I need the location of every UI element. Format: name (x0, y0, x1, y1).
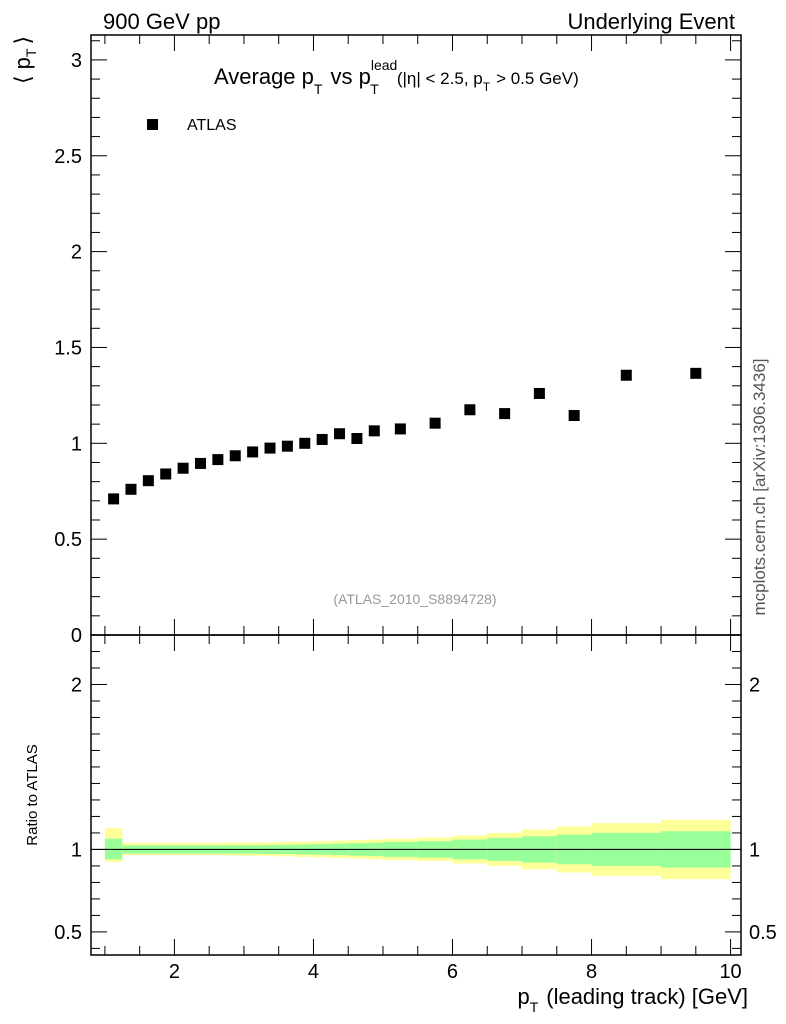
legend-marker (147, 119, 158, 130)
ratio-y-axis-title: Ratio to ATLAS (24, 744, 41, 845)
data-point (281, 440, 293, 452)
data-point (264, 442, 276, 454)
y-tick-label: 3 (71, 50, 82, 72)
x-tick-label: 10 (719, 961, 741, 983)
ratio-y-tick-label: 2 (71, 674, 82, 696)
side-watermark: mcplots.cern.ch [arXiv:1306.3436] (750, 358, 769, 615)
ratio-y-tick-label-right: 0.5 (749, 922, 777, 944)
ratio-y-tick-label-right: 1 (749, 839, 760, 861)
data-points (108, 367, 702, 505)
data-point (247, 446, 259, 458)
ratio-y-tick-label: 0.5 (54, 922, 82, 944)
svg-text:⟨ pT⟩: ⟨ pT⟩ (10, 36, 39, 84)
y-tick-label: 2 (71, 242, 82, 264)
header-left: 900 GeV pp (103, 9, 220, 34)
data-point (568, 410, 580, 422)
x-tick-label: 8 (586, 961, 597, 983)
data-point (429, 417, 441, 429)
data-point (299, 437, 311, 449)
bottom-panel-frame (90, 634, 742, 956)
y-tick-label: 0.5 (54, 529, 82, 551)
data-point (334, 428, 346, 440)
data-point (620, 369, 632, 381)
y-tick-label: 1 (71, 433, 82, 455)
ratio-y-tick-label-right: 2 (749, 674, 760, 696)
data-point (533, 387, 545, 399)
ratio-y-tick-label: 1 (71, 839, 82, 861)
axis-ticks (91, 35, 741, 955)
data-point (229, 450, 241, 462)
x-tick-label: 2 (169, 961, 180, 983)
x-tick-label: 6 (447, 961, 458, 983)
tick-labels: 2 4 6 8 10 0 0.5 1 1.5 2 2.5 3 0.5 0.5 1 1 2 2 (54, 50, 777, 983)
data-point (368, 425, 380, 437)
data-point (108, 493, 120, 505)
data-point (177, 462, 189, 474)
data-point (125, 483, 137, 495)
data-point (499, 408, 511, 420)
x-axis-title: pT (leading track) [GeV] (517, 984, 748, 1015)
x-tick-label: 4 (308, 961, 319, 983)
data-point (351, 433, 363, 445)
data-point (212, 454, 224, 466)
data-point (464, 404, 476, 416)
data-point (690, 367, 702, 379)
legend-label: ATLAS (187, 117, 237, 134)
top-y-axis-title: ⟨ pT⟩ (10, 36, 39, 84)
data-point (394, 423, 406, 435)
y-tick-label: 2.5 (54, 146, 82, 168)
analysis-watermark: (ATLAS_2010_S8894728) (333, 591, 496, 607)
y-tick-label: 1.5 (54, 337, 82, 359)
header-right: Underlying Event (567, 9, 735, 34)
data-point (160, 468, 172, 480)
chart-title: Average pT vs plead T(|η| < 2.5, pT > 0.5 G… (214, 57, 579, 97)
data-point (142, 475, 154, 487)
y-tick-label: 0 (71, 625, 82, 647)
data-point (316, 433, 328, 445)
data-point (194, 457, 206, 469)
